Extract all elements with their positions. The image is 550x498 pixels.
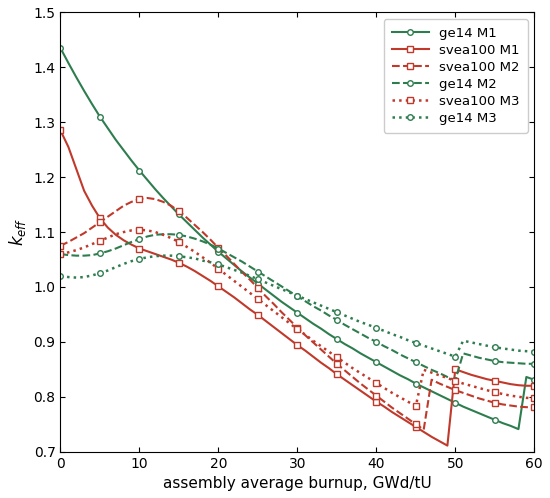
svea100 M3 xyxy=(483,387,490,393)
svea100 M3 xyxy=(318,343,324,349)
svea100 M2 xyxy=(483,397,490,403)
ge14 M1 xyxy=(531,376,537,382)
Line: svea100 M1: svea100 M1 xyxy=(58,127,537,448)
svea100 M2 xyxy=(531,404,537,410)
svea100 M2 xyxy=(318,347,324,353)
svea100 M1 xyxy=(310,354,316,360)
ge14 M1 xyxy=(57,45,64,51)
ge14 M3 xyxy=(452,354,459,360)
ge14 M3 xyxy=(175,253,182,259)
Line: svea100 M3: svea100 M3 xyxy=(58,227,537,409)
svea100 M3 xyxy=(412,403,419,409)
svea100 M1 xyxy=(476,374,482,380)
svea100 M1 xyxy=(223,289,229,295)
svea100 M2 xyxy=(57,243,64,249)
ge14 M1 xyxy=(515,426,522,432)
svea100 M3 xyxy=(531,395,537,401)
Legend: ge14 M1, svea100 M1, svea100 M2, ge14 M2, svea100 M3, ge14 M3: ge14 M1, svea100 M1, svea100 M2, ge14 M2… xyxy=(384,19,527,132)
ge14 M1 xyxy=(223,255,229,261)
ge14 M2 xyxy=(175,232,182,238)
ge14 M3 xyxy=(57,273,64,279)
ge14 M2 xyxy=(160,231,167,237)
ge14 M1 xyxy=(342,341,348,347)
svea100 M2 xyxy=(144,195,151,201)
ge14 M2 xyxy=(531,361,537,367)
Line: ge14 M3: ge14 M3 xyxy=(58,253,537,360)
ge14 M3 xyxy=(152,253,158,259)
ge14 M2 xyxy=(318,308,324,314)
svea100 M3 xyxy=(57,251,64,257)
ge14 M2 xyxy=(152,232,158,238)
Line: ge14 M1: ge14 M1 xyxy=(58,45,537,432)
ge14 M1 xyxy=(468,407,475,413)
ge14 M3 xyxy=(349,316,356,322)
ge14 M2 xyxy=(483,357,490,363)
ge14 M3 xyxy=(531,349,537,355)
svea100 M3 xyxy=(136,227,143,233)
ge14 M1 xyxy=(152,186,158,192)
Line: ge14 M2: ge14 M2 xyxy=(58,232,537,383)
svea100 M3 xyxy=(349,365,356,371)
ge14 M1 xyxy=(310,321,316,327)
svea100 M3 xyxy=(160,232,167,238)
svea100 M1 xyxy=(168,256,174,262)
svea100 M2 xyxy=(349,374,356,380)
svea100 M1 xyxy=(152,251,158,257)
svea100 M3 xyxy=(175,239,182,245)
ge14 M3 xyxy=(160,252,167,258)
ge14 M2 xyxy=(231,254,238,260)
ge14 M2 xyxy=(57,251,64,257)
svea100 M1 xyxy=(531,383,537,389)
svea100 M2 xyxy=(160,199,167,205)
svea100 M2 xyxy=(175,208,182,214)
ge14 M3 xyxy=(318,303,324,309)
X-axis label: assembly average burnup, GWd/tU: assembly average burnup, GWd/tU xyxy=(163,476,432,491)
Line: svea100 M2: svea100 M2 xyxy=(58,195,537,432)
Y-axis label: $k_{eff}$: $k_{eff}$ xyxy=(7,218,28,247)
ge14 M3 xyxy=(231,267,238,273)
ge14 M3 xyxy=(483,343,490,349)
svea100 M2 xyxy=(420,427,427,433)
ge14 M2 xyxy=(452,377,459,383)
svea100 M1 xyxy=(444,443,450,449)
svea100 M3 xyxy=(231,278,238,284)
svea100 M1 xyxy=(57,127,64,133)
ge14 M2 xyxy=(349,326,356,332)
svea100 M2 xyxy=(231,261,238,267)
svea100 M1 xyxy=(342,376,348,382)
ge14 M1 xyxy=(168,203,174,209)
